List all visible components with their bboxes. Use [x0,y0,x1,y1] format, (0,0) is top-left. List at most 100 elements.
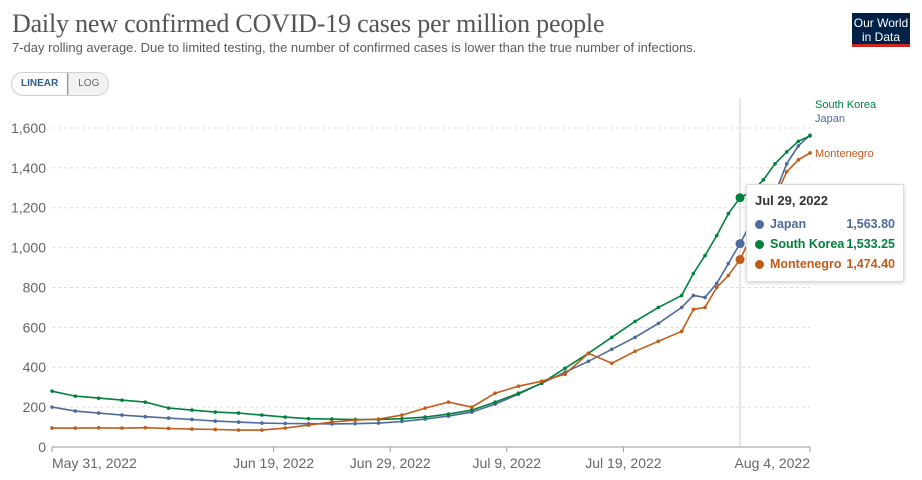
chart-title: Daily new confirmed COVID-19 cases per m… [12,9,605,38]
data-point [236,420,241,424]
tooltip-series-value: 1,563.80 [846,217,895,231]
data-point [703,295,707,300]
x-tick-label: Jun 29, 2022 [350,455,431,471]
data-point [260,413,264,417]
tooltip-series-name: South Korea [770,237,845,251]
data-point [50,405,54,409]
data-point [633,349,637,354]
y-tick-label: 600 [23,319,47,335]
data-point [714,281,719,286]
chart-subtitle: 7-day rolling average. Due to limited te… [12,40,697,55]
data-point [773,162,777,166]
data-point [423,415,427,419]
data-point [283,415,288,419]
data-point [714,233,719,238]
series-line-japan [51,134,811,425]
data-point [120,398,124,402]
logo-line-2: in Data [861,30,901,44]
data-point [73,394,78,398]
data-point [400,413,404,417]
data-point [260,428,264,432]
data-point [446,412,451,416]
data-point [306,423,311,427]
tooltip-series-name: Montenegro [770,257,842,271]
data-point [470,405,474,409]
y-tick-label: 1,200 [11,200,46,216]
data-point [784,150,789,154]
data-point [120,413,124,417]
data-point [213,410,218,414]
tooltip-series-value: 1,533.25 [846,237,895,251]
data-point [691,307,696,312]
data-point [330,417,334,421]
data-point [493,391,497,395]
data-point [353,421,358,426]
series-end-label: Japan [815,113,845,125]
data-point [50,389,54,393]
data-point [808,151,812,155]
data-point [796,144,801,148]
data-point [703,305,707,310]
linear-scale-button[interactable]: LINEAR [12,73,69,95]
y-tick-label: 1,000 [11,240,46,256]
data-point [50,426,54,430]
tooltip-series-value: 1,474.40 [846,257,895,271]
data-point [679,293,684,298]
data-point [633,335,637,340]
scale-toggle: LINEAR LOG [11,72,110,96]
data-point [656,321,661,326]
tooltip-row-montenegro: Montenegro 1,474.40 [755,254,895,274]
hover-marker [735,193,745,203]
data-point [470,408,474,412]
data-point [586,351,591,356]
series-end-label: South Korea [815,99,877,111]
tooltip-row-japan: Japan 1,563.80 [755,214,895,234]
tooltip-row-south-korea: South Korea 1,533.25 [755,234,895,254]
y-tick-label: 400 [23,359,47,375]
data-point [166,426,171,431]
data-point [586,359,591,364]
data-point [691,293,696,298]
hover-marker [735,239,745,249]
data-point [353,418,358,422]
data-point [714,285,719,290]
data-point [143,400,148,404]
data-point [96,411,101,415]
data-point [691,271,696,276]
data-point [493,400,497,404]
x-tick-label: Jul 19, 2022 [585,455,661,471]
data-point [679,329,684,334]
tooltip-date: Jul 29, 2022 [755,193,828,208]
south-korea-legend-dot [755,239,764,249]
data-point [73,426,78,430]
data-point [73,409,78,413]
data-point [726,261,731,266]
data-point [609,347,614,352]
data-point [796,158,801,162]
y-tick-label: 800 [23,279,47,295]
data-point [236,428,241,432]
japan-legend-dot [755,219,764,229]
data-point [609,361,614,366]
x-tick-label: Jul 9, 2022 [473,455,542,471]
data-point [761,177,766,182]
data-point [796,139,801,144]
data-point [213,427,218,432]
data-point [306,416,311,421]
data-point [808,134,812,138]
data-point [446,400,451,404]
data-point [190,408,194,412]
log-scale-button[interactable]: LOG [68,73,109,95]
data-point [143,414,148,419]
hover-tooltip: Jul 29, 2022 Japan 1,563.80 South Korea … [746,184,904,282]
x-tick-label: Jun 19, 2022 [233,455,314,471]
data-point [656,339,661,344]
data-point [563,366,567,371]
owid-logo[interactable]: Our World in Data [852,13,910,47]
data-point [283,426,288,430]
data-point [656,305,661,310]
data-point [400,416,404,421]
y-tick-label: 200 [23,399,47,415]
montenegro-legend-dot [755,259,764,269]
